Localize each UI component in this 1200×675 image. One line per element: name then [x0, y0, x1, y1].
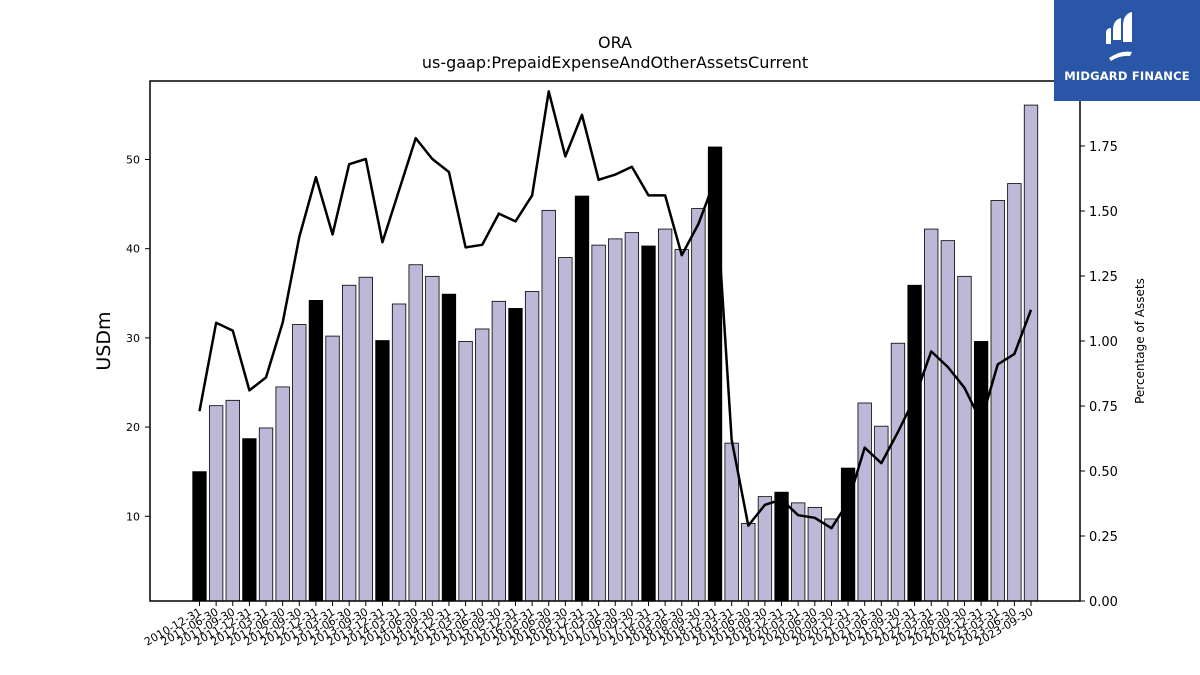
chart-subtitle: us-gaap:PrepaidExpenseAndOtherAssetsCurr… [422, 53, 808, 72]
bar [907, 284, 922, 602]
y2-tick-label: 0.25 [1089, 530, 1118, 545]
left-axis: 10 20 30 40 50 [126, 153, 150, 523]
y2-tick-label: 1.25 [1089, 270, 1118, 285]
bar [791, 502, 806, 602]
bar [608, 238, 623, 602]
bar [242, 438, 257, 602]
bar [707, 146, 723, 602]
bar [657, 228, 673, 602]
bar-group [192, 104, 1039, 602]
bar [990, 200, 1005, 602]
bar [275, 386, 290, 602]
bar [391, 303, 407, 602]
bar [308, 300, 324, 602]
y2-tick-label: 0.50 [1089, 465, 1118, 480]
bar [225, 399, 240, 602]
bar [292, 324, 307, 602]
y2-tick-label: 1.50 [1089, 205, 1118, 220]
bar [524, 291, 540, 602]
y-tick-label: 40 [126, 243, 140, 256]
y-tick-label: 20 [126, 421, 140, 434]
y2-axis-label: Percentage of Assets [1133, 278, 1147, 404]
y-axis-label: USDm [93, 311, 115, 370]
y-tick-label: 50 [126, 153, 140, 166]
bar [940, 240, 955, 602]
y2-tick-label: 0.75 [1089, 400, 1118, 415]
bar [1007, 183, 1022, 602]
bar [208, 405, 224, 602]
y-tick-label: 10 [126, 510, 140, 523]
y2-tick-label: 1.75 [1089, 140, 1118, 155]
chart-title: ORA [598, 33, 632, 52]
bar [508, 308, 523, 602]
bar [674, 249, 689, 602]
bar [890, 342, 906, 602]
y-tick-label: 30 [126, 332, 140, 345]
bar [541, 209, 556, 602]
bar [824, 518, 839, 602]
bar [425, 275, 440, 602]
bar [458, 341, 473, 602]
bar [491, 300, 506, 602]
bar [325, 335, 340, 602]
right-axis: 0.00 0.25 0.50 0.75 1.00 1.25 1.50 1.75 [1080, 140, 1118, 610]
bar [624, 232, 640, 602]
brand-logo-text: MIDGARD FINANCE [1064, 69, 1190, 83]
bar [441, 293, 457, 602]
bar [375, 340, 390, 602]
y2-tick-label: 1.00 [1089, 335, 1118, 350]
bar [408, 264, 423, 602]
bar [342, 284, 357, 602]
y2-tick-label: 0.00 [1089, 595, 1118, 610]
bar [1023, 104, 1039, 602]
x-axis: 2010-12-312011-06-302011-09-302011-12-31… [142, 601, 1036, 649]
bar [574, 195, 590, 602]
bar [192, 471, 207, 602]
bar [774, 491, 789, 602]
bar [957, 275, 972, 602]
bar [973, 341, 989, 602]
percentage-line [198, 90, 1033, 530]
bar [924, 228, 939, 602]
brand-logo: MIDGARD FINANCE [1054, 0, 1200, 101]
bar [591, 244, 606, 602]
midgard-logo-icon [1106, 12, 1132, 61]
bar [258, 427, 274, 602]
bar [857, 402, 872, 602]
bar [741, 523, 756, 602]
bar [558, 257, 573, 602]
bar [641, 245, 656, 602]
bar [358, 276, 373, 602]
bar [691, 208, 706, 602]
bar [475, 328, 490, 602]
